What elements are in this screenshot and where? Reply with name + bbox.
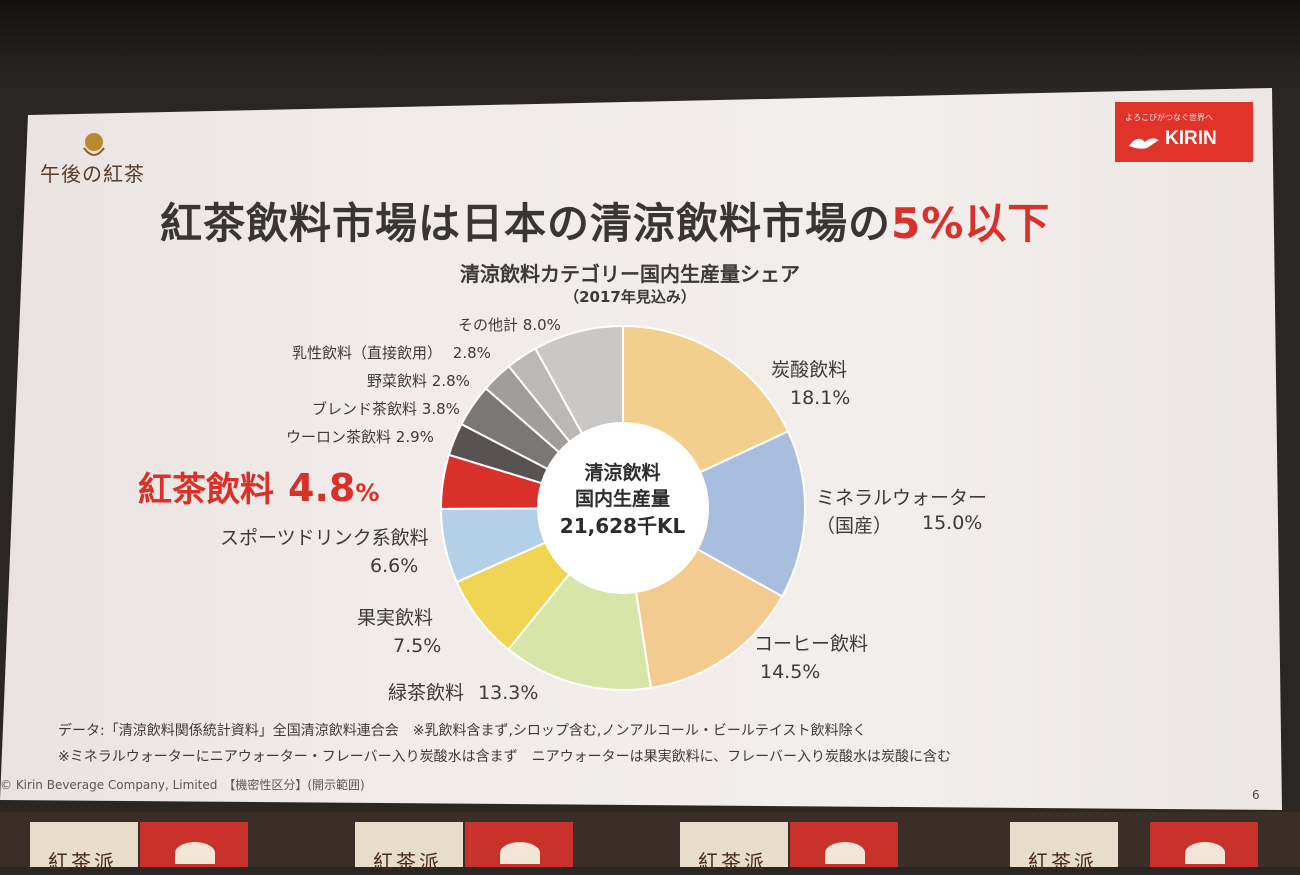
slice-name: スポーツドリンク系飲料 bbox=[220, 527, 429, 549]
slice-name: 炭酸飲料 bbox=[771, 359, 848, 381]
donut-slice-11 bbox=[534, 324, 624, 435]
slice-name: ブレンド茶飲料 bbox=[312, 400, 418, 418]
slice-label-blend-tea: ブレンド茶飲料 3.8% bbox=[312, 398, 460, 419]
donut-hole bbox=[539, 424, 707, 592]
slice-value: 13.3% bbox=[478, 682, 539, 704]
slice-label-vegetable: 野菜飲料 2.8% bbox=[367, 370, 470, 391]
kirin-mark-icon bbox=[500, 842, 540, 864]
banner bbox=[465, 822, 573, 867]
brand-crest-icon bbox=[83, 133, 105, 156]
banner: 紅茶派 bbox=[30, 822, 138, 874]
banner-text: 紅茶派 bbox=[373, 850, 442, 874]
slice-value: 8.0% bbox=[522, 316, 561, 334]
copyright-notice: © Kirin Beverage Company, Limited 【機密性区分… bbox=[0, 778, 365, 792]
slice-name: その他計 bbox=[458, 316, 519, 334]
slice-label-coffee: コーヒー飲料 14.5% bbox=[754, 630, 868, 686]
room-ceiling bbox=[0, 0, 1300, 95]
center-line-2: 国内生産量 bbox=[574, 488, 670, 510]
kirin-badge: よろこびがつなぐ世界へ KIRIN bbox=[1115, 102, 1253, 162]
banner: 紅茶派 bbox=[680, 822, 788, 874]
donut-slice-0 bbox=[622, 324, 790, 474]
highlight-name: 紅茶飲料 bbox=[138, 470, 274, 510]
footnote-note: ※ミネラルウォーターにニアウォーター・フレーバー入り炭酸水は含まず ニアウォータ… bbox=[58, 749, 952, 765]
kirin-mark-icon bbox=[825, 842, 865, 864]
slice-label-dairy: 乳性飲料（直接飲用） 2.8% bbox=[292, 342, 491, 363]
center-line-3: 21,628千KL bbox=[559, 514, 686, 538]
banner: 紅茶派 bbox=[1010, 822, 1118, 874]
slice-value: 14.5% bbox=[760, 661, 821, 683]
banner-text: 紅茶派 bbox=[698, 850, 767, 874]
slice-name: コーヒー飲料 bbox=[754, 633, 869, 655]
banner bbox=[1150, 822, 1258, 867]
slice-value: 2.8% bbox=[452, 344, 491, 362]
center-line-1: 清涼飲料 bbox=[584, 462, 661, 484]
highlight-value: 4.8 bbox=[288, 466, 356, 510]
slice-value: 7.5% bbox=[393, 635, 442, 657]
kirin-name: KIRIN bbox=[1165, 128, 1217, 149]
chart-title: 清涼飲料カテゴリー国内生産量シェア bbox=[460, 262, 800, 286]
kirin-emblem-icon bbox=[1129, 138, 1159, 149]
donut-center-label: 清涼飲料 国内生産量 21,628千KL bbox=[540, 460, 705, 540]
slice-label-fruit: 果実飲料 7.5% bbox=[357, 604, 441, 660]
banner: 紅茶派 bbox=[355, 822, 463, 874]
donut-slice-1 bbox=[695, 430, 806, 598]
footnote-source: データ:「清涼飲料関係統計資料」全国清涼飲料連合会 ※乳飲料含まず,シロップ含む… bbox=[58, 723, 867, 739]
slice-value: 3.8% bbox=[421, 400, 460, 418]
kirin-mark-icon bbox=[1185, 842, 1225, 864]
slice-name: 果実飲料 bbox=[357, 607, 434, 629]
highlight-label-black-tea: 紅茶飲料 4.8% bbox=[138, 462, 379, 511]
slice-name: 緑茶飲料 bbox=[388, 682, 465, 704]
slice-label-green-tea: 緑茶飲料 13.3% bbox=[388, 678, 538, 705]
slice-value: 18.1% bbox=[790, 387, 851, 409]
brand-name: 午後の紅茶 bbox=[40, 162, 145, 186]
slice-name: ミネラルウォーター（国産） bbox=[816, 487, 988, 537]
slide-headline: 紅茶飲料市場は日本の清涼飲料市場の5%以下 bbox=[160, 190, 1050, 251]
chart-subtitle: （2017年見込み） bbox=[564, 288, 696, 306]
kirin-mark-icon bbox=[175, 842, 215, 864]
slice-label-oolong: ウーロン茶飲料 2.9% bbox=[286, 426, 434, 447]
headline-accent: 5%以下 bbox=[891, 199, 1051, 248]
slice-label-mineral-water: ミネラルウォーター（国産） bbox=[816, 484, 1016, 540]
slice-value: 2.8% bbox=[431, 372, 470, 390]
headline-main: 紅茶飲料市場は日本の清涼飲料市場の bbox=[160, 199, 892, 248]
slice-label-other: その他計 8.0% bbox=[458, 314, 561, 335]
banner-text: 紅茶派 bbox=[1028, 850, 1097, 874]
slice-value: 6.6% bbox=[370, 555, 419, 577]
slice-value-mineral-water: 15.0% bbox=[922, 512, 983, 534]
slice-name: 野菜飲料 bbox=[367, 372, 428, 390]
slice-label-carbonated: 炭酸飲料 18.1% bbox=[768, 356, 850, 412]
slice-value: 2.9% bbox=[395, 428, 434, 446]
banner-text: 紅茶派 bbox=[48, 850, 117, 874]
slice-label-sports: スポーツドリンク系飲料 6.6% bbox=[220, 524, 429, 580]
banner bbox=[140, 822, 248, 867]
page-number: 6 bbox=[1252, 788, 1260, 802]
highlight-unit: % bbox=[355, 479, 380, 507]
slice-name: 乳性飲料（直接飲用） bbox=[292, 344, 443, 362]
banner bbox=[790, 822, 898, 867]
slice-name: ウーロン茶飲料 bbox=[286, 428, 392, 446]
kirin-tagline: よろこびがつなぐ世界へ bbox=[1125, 113, 1213, 122]
